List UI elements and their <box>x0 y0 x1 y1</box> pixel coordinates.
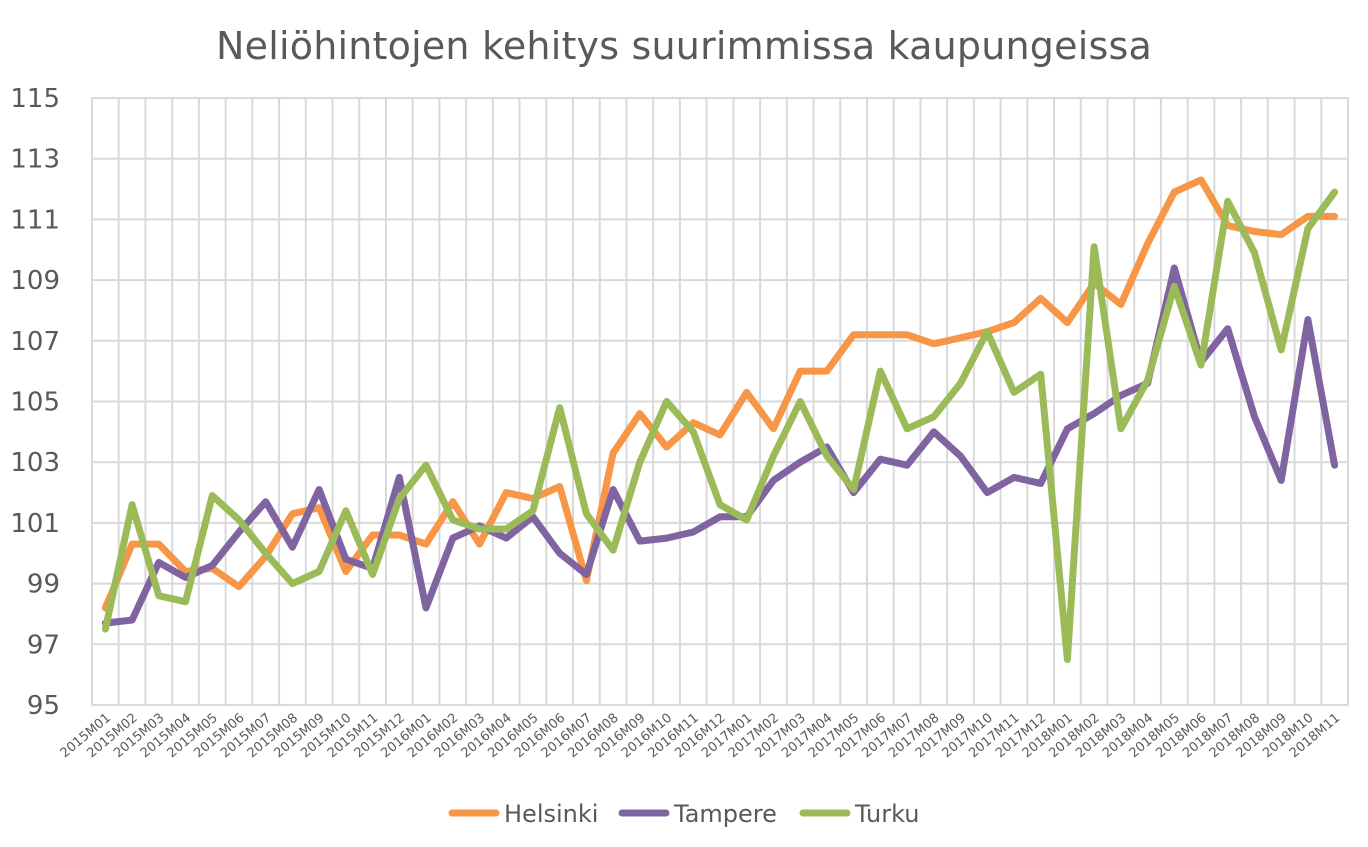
legend: Helsinki Tampere Turku <box>448 800 919 828</box>
series-line-turku <box>101 188 1339 663</box>
series-lines <box>101 176 1339 663</box>
legend-label-turku: Turku <box>854 800 919 828</box>
y-tick-label: 109 <box>10 266 60 296</box>
grid-lines <box>91 97 1349 706</box>
chart-title: Neliöhintojen kehitys suurimmissa kaupun… <box>216 24 1152 68</box>
y-tick-label: 113 <box>10 145 60 175</box>
y-tick-label: 111 <box>10 205 60 235</box>
y-tick-label: 95 <box>27 691 60 721</box>
y-tick-label: 101 <box>10 509 60 539</box>
y-tick-label: 99 <box>27 570 60 600</box>
y-tick-label: 97 <box>27 630 60 660</box>
y-tick-label: 107 <box>10 327 60 357</box>
legend-label-tampere: Tampere <box>673 800 777 828</box>
y-tick-label: 105 <box>10 388 60 418</box>
legend-label-helsinki: Helsinki <box>504 800 598 828</box>
x-axis-ticks: 2015M012015M022015M032015M042015M052015M… <box>58 711 1344 762</box>
y-tick-label: 103 <box>10 448 60 478</box>
y-axis-ticks: 95 97 99 101 103 105 107 109 111 113 115 <box>10 84 60 721</box>
series-line-tampere <box>101 264 1339 627</box>
y-tick-label: 115 <box>10 84 60 114</box>
